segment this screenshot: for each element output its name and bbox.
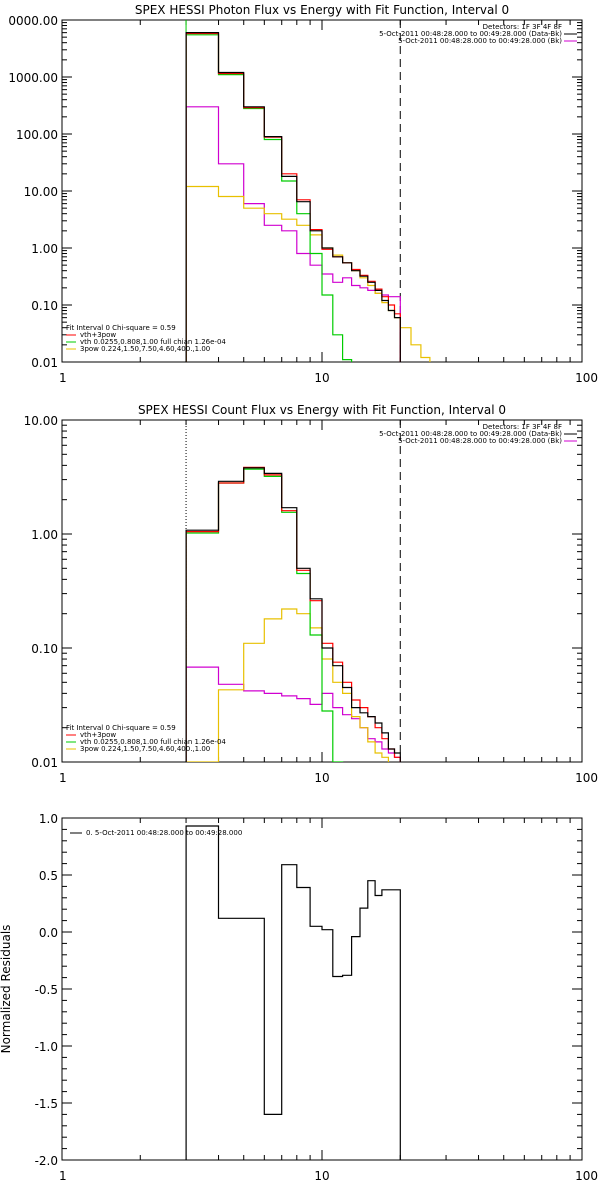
header-info-text: Detectors: 1F 3F 4F 8F <box>483 423 562 431</box>
y-tick-label: -0.5 <box>35 983 58 997</box>
fit-legend-text: vth 0.0255,0.808,1.00 full chian 1.26e-0… <box>80 338 226 346</box>
chart-title: SPEX HESSI Photon Flux vs Energy with Fi… <box>135 3 509 17</box>
y-tick-label: -1.0 <box>35 1040 58 1054</box>
fit-legend-text: vth+3pow <box>80 331 116 339</box>
header-info-text: 5-Oct-2011 00:48:28.000 to 00:49:28.000 … <box>379 30 562 38</box>
y-tick-label: 0.10 <box>31 299 58 313</box>
chart-panel-1: SPEX HESSI Photon Flux vs Energy with Fi… <box>8 3 598 385</box>
plot-area <box>185 825 401 1160</box>
y-tick-label: 0.10 <box>31 642 58 656</box>
series-line-data-bk <box>185 467 401 762</box>
header-info-text: 5-Oct-2011 00:48:28.000 to 00:49:28.000 … <box>398 437 562 445</box>
y-tick-label: -1.5 <box>35 1097 58 1111</box>
y-tick-label: 1.00 <box>31 242 58 256</box>
x-tick-label: 10 <box>314 771 329 785</box>
chart-panel-2: SPEX HESSI Count Flux vs Energy with Fit… <box>24 403 598 785</box>
fit-legend-text: 3pow 0.224,1.50,7.50,4.60,400.,1.00 <box>80 345 210 353</box>
chart-title: SPEX HESSI Count Flux vs Energy with Fit… <box>138 403 506 417</box>
y-tick-label: 0000.00 <box>8 14 58 28</box>
y-tick-label: 100.00 <box>16 128 58 142</box>
x-tick-label: 100 <box>575 771 598 785</box>
x-tick-label: 1 <box>59 371 67 385</box>
header-info-text: 5-Oct-2011 00:48:28.000 to 00:49:28.000 … <box>379 430 562 438</box>
x-tick-label: 1 <box>59 1169 67 1183</box>
residual-legend-text: 0. 5-Oct-2011 00:48:28.000 to 00:49:28.0… <box>86 829 242 837</box>
fit-legend-text: Fit Interval 0 Chi-square = 0.59 <box>66 724 176 732</box>
x-tick-label: 10 <box>314 1169 329 1183</box>
plot-frame <box>61 817 583 1161</box>
plot-frame <box>61 19 583 363</box>
series-line-bk <box>185 106 401 362</box>
series-line-3pow <box>185 608 389 762</box>
series-line-bk <box>185 666 401 762</box>
plot-area <box>185 420 401 762</box>
plot-area <box>185 20 431 362</box>
y-tick-label: 10.00 <box>24 414 58 428</box>
y-tick-label: 0.5 <box>39 869 58 883</box>
y-tick-label: -2.0 <box>35 1154 58 1168</box>
x-tick-label: 10 <box>314 371 329 385</box>
chart-panel-3: 1 10 100 1.0 0.5 0.0 -0.5 -1.0 -1.5 -2.0 Normalize… <box>0 812 598 1183</box>
x-tick-label: 100 <box>575 1169 598 1183</box>
header-info-text: Detectors: 1F 3F 4F 8F <box>483 23 562 31</box>
y-tick-label: 1.0 <box>39 812 58 826</box>
fit-legend-text: vth+3pow <box>80 731 116 739</box>
series-line-0-5-oct-2011-00-48-28-000-to-00-49-28-000 <box>185 825 401 1160</box>
series-line-vth-3pow <box>185 32 401 362</box>
x-tick-label: 100 <box>575 371 598 385</box>
y-tick-label: 0.01 <box>31 756 58 770</box>
header-info-text: 5-Oct-2011 00:48:28.000 to 00:49:28.000 … <box>398 37 562 45</box>
y-tick-label: 1000.00 <box>8 71 58 85</box>
y-axis-label: Normalized Residuals <box>0 925 13 1054</box>
y-tick-label: 1.00 <box>31 528 58 542</box>
series-line-vth <box>185 468 344 762</box>
fit-legend-text: 3pow 0.224,1.50,7.50,4.60,400.,1.00 <box>80 745 210 753</box>
y-tick-label: 0.0 <box>39 926 58 940</box>
fit-legend-text: vth 0.0255,0.808,1.00 full chian 1.26e-0… <box>80 738 226 746</box>
series-line-data-bk <box>185 32 401 362</box>
series-line-vth <box>185 34 353 362</box>
x-tick-label: 1 <box>59 771 67 785</box>
y-tick-label: 0.01 <box>31 356 58 370</box>
fit-legend-text: Fit Interval 0 Chi-square = 0.59 <box>66 324 176 332</box>
y-tick-label: 10.00 <box>24 185 58 199</box>
